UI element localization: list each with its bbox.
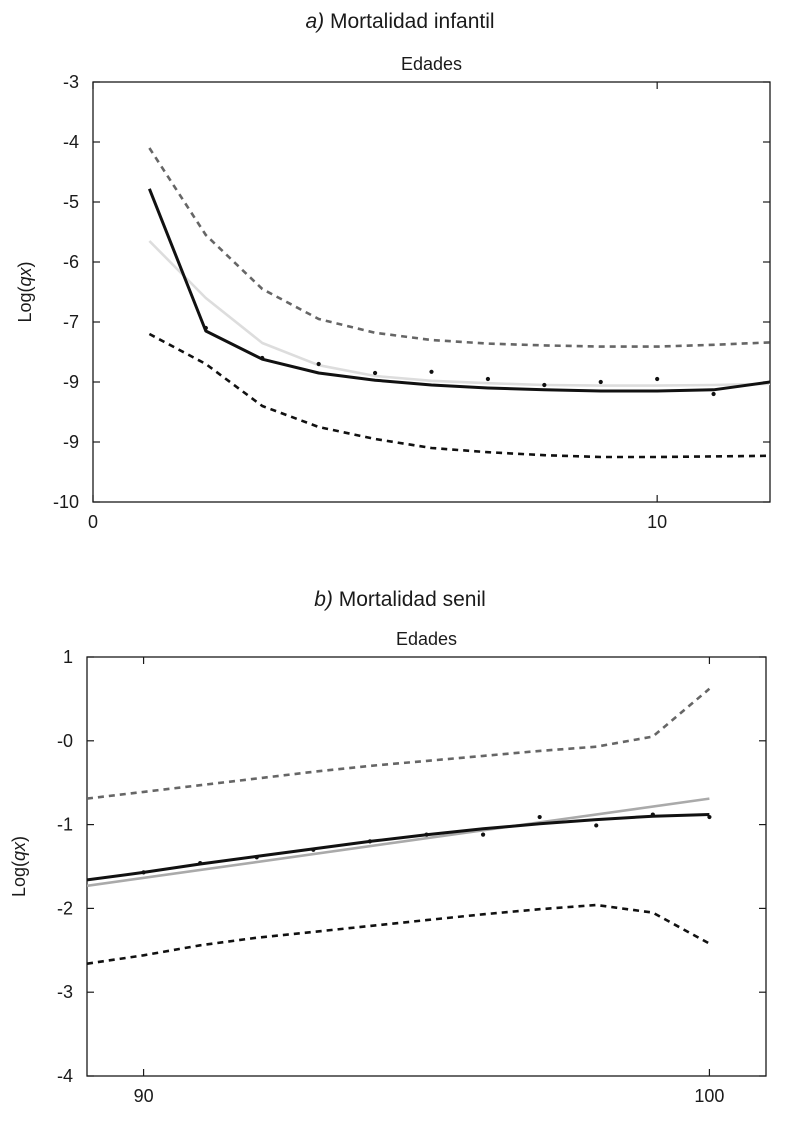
y-axis-label-var: qx bbox=[15, 266, 35, 286]
data-point-observed bbox=[260, 355, 265, 361]
y-tick-label: -10 bbox=[53, 492, 79, 512]
series-line-upper-bound bbox=[87, 687, 711, 800]
chart-subtitle: Edades bbox=[401, 54, 462, 74]
chart-b-title-letter: b) bbox=[314, 588, 333, 611]
data-point-observed bbox=[311, 847, 316, 852]
y-tick-label: -9 bbox=[63, 432, 79, 452]
series-line-smooth-fit bbox=[87, 797, 710, 888]
plot-frame bbox=[86, 656, 767, 1077]
data-point-observed bbox=[198, 861, 203, 866]
data-point-observed bbox=[711, 391, 716, 397]
series-line-lower-bound bbox=[87, 903, 711, 965]
y-axis-label-suffix: ) bbox=[15, 261, 35, 267]
y-axis-label: Log(qx) bbox=[15, 261, 35, 322]
y-tick-label: -5 bbox=[63, 192, 79, 212]
chart-a-title: a) Mortalidad infantil bbox=[0, 10, 800, 34]
data-point-observed bbox=[537, 814, 542, 820]
y-axis-label-suffix: ) bbox=[9, 836, 29, 842]
y-tick-label: -4 bbox=[57, 1066, 73, 1086]
y-tick-label: -1 bbox=[57, 815, 73, 835]
y-tick-label: -0 bbox=[57, 731, 73, 751]
x-tick-label: 100 bbox=[694, 1086, 724, 1106]
x-tick-label: 90 bbox=[134, 1086, 154, 1106]
data-point-observed bbox=[141, 870, 146, 875]
data-point-observed bbox=[485, 376, 491, 382]
series-line-estimate bbox=[87, 813, 710, 882]
y-axis-label-prefix: Log( bbox=[9, 861, 29, 897]
data-point-observed bbox=[429, 369, 434, 374]
chart-a: Edades 0 10 -3 -4 -5 -6 -7 -9 -9 -10 Log(qx) bbox=[15, 54, 771, 532]
data-point-observed bbox=[203, 325, 208, 331]
y-tick-label: -3 bbox=[57, 982, 73, 1002]
chart-b-title-text: Mortalidad senil bbox=[338, 588, 486, 611]
chart-b: Edades 90 100 1 -0 -1 -2 -3 -4 Log(qx) bbox=[9, 629, 767, 1106]
x-tick-label: 0 bbox=[88, 512, 98, 532]
data-point-observed bbox=[594, 823, 599, 828]
data-point-observed bbox=[372, 370, 378, 376]
data-point-observed bbox=[480, 832, 486, 837]
data-point-observed bbox=[707, 814, 712, 820]
data-point-observed bbox=[316, 361, 321, 367]
series-line-lower-bound bbox=[148, 332, 770, 459]
y-axis-label-prefix: Log( bbox=[15, 286, 35, 322]
data-point-observed bbox=[254, 855, 259, 860]
y-tick-label: -4 bbox=[63, 132, 79, 152]
data-point-observed bbox=[655, 376, 660, 382]
plot-frame bbox=[92, 81, 771, 503]
y-tick-label: -3 bbox=[63, 72, 79, 92]
y-tick-label: -9 bbox=[63, 372, 79, 392]
data-point-observed bbox=[367, 839, 373, 844]
y-tick-label: -2 bbox=[57, 898, 73, 918]
chart-subtitle: Edades bbox=[396, 629, 457, 649]
chart-a-title-letter: a) bbox=[305, 10, 325, 33]
series-line-upper-bound bbox=[148, 147, 770, 348]
data-point-observed bbox=[650, 812, 655, 817]
y-axis-label: Log(qx) bbox=[9, 836, 29, 897]
series-line-smooth-fit bbox=[148, 240, 770, 387]
data-point-observed bbox=[598, 379, 603, 385]
chart-a-title-text: Mortalidad infantil bbox=[329, 10, 495, 33]
data-point-observed bbox=[542, 382, 547, 388]
y-axis-label-var: qx bbox=[9, 841, 29, 861]
chart-b-title: b) Mortalidad senil bbox=[0, 588, 800, 612]
series-line-estimate bbox=[148, 188, 770, 393]
y-tick-label: 1 bbox=[63, 647, 73, 667]
data-point-observed bbox=[424, 832, 429, 837]
x-tick-label: 10 bbox=[647, 512, 667, 532]
y-tick-label: -7 bbox=[63, 312, 79, 332]
y-tick-label: -6 bbox=[63, 252, 79, 272]
